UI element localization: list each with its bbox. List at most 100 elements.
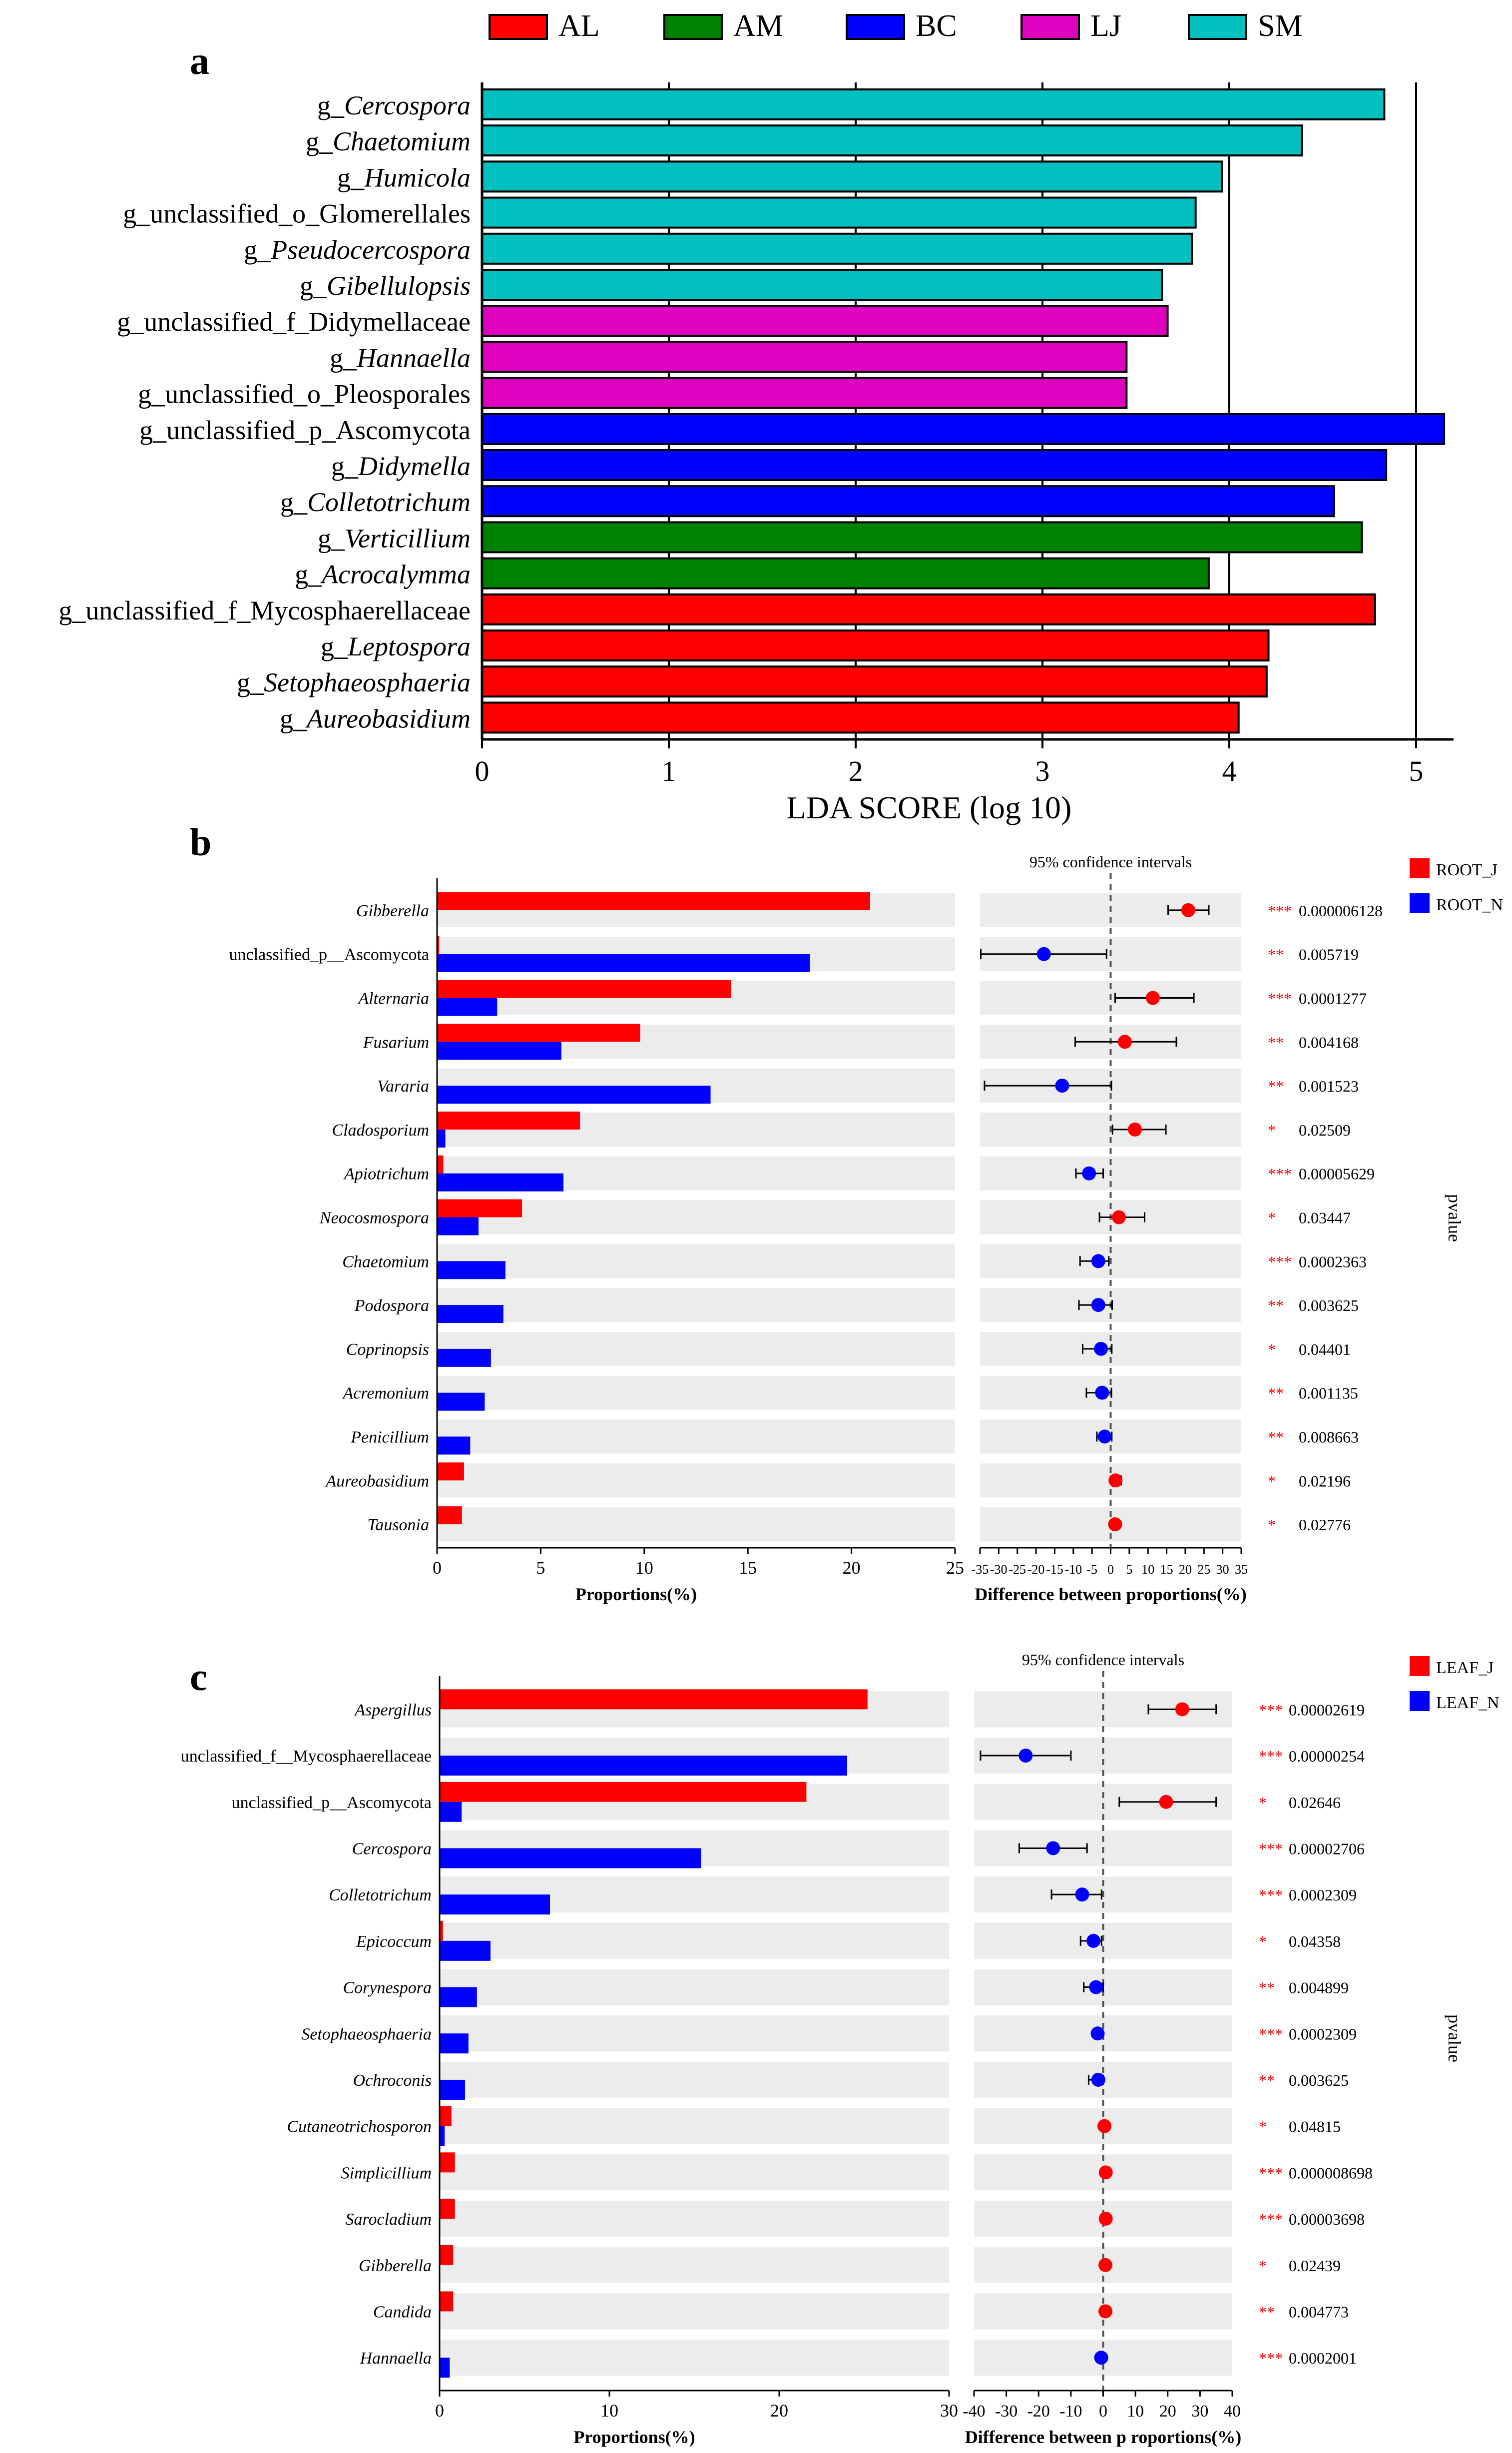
- row-label-aureobasidium: Aureobasidium: [325, 1472, 429, 1490]
- bar-group-a-apiotrichum: [437, 1155, 444, 1174]
- p-value-colletotrichum: 0.0002309: [1289, 1886, 1357, 1904]
- bar-x-tick-label-25: 25: [946, 1558, 964, 1578]
- legend-swatch-sm: [1188, 14, 1247, 40]
- row-label-cutaneotrichosporon: Cutaneotrichosporon: [287, 2118, 432, 2136]
- bar-label-didymella: g_Didymella: [331, 451, 471, 481]
- row-stripe-left-tausonia: [437, 1507, 955, 1542]
- p-value-cutaneotrichosporon: 0.04815: [1289, 2118, 1341, 2136]
- row-label-apiotrichum: Apiotrichum: [343, 1165, 429, 1184]
- ci-title: 95% confidence intervals: [1022, 1651, 1184, 1669]
- bar-x-axis-title: Proportions(%): [575, 1584, 697, 1604]
- row-label-sarocladium: Sarocladium: [345, 2210, 432, 2229]
- row-stripe-left-setophaeosphaeria: [440, 2015, 949, 2052]
- panel-label-a: a: [190, 39, 209, 82]
- ci-point-corynespora: [1089, 1980, 1103, 1994]
- row-label-alternaria: Alternaria: [357, 990, 429, 1008]
- row-stripe-left-candida: [440, 2293, 949, 2330]
- row-stripe-left-aureobasidium: [437, 1463, 955, 1498]
- bar-label-aureobasidium: g_Aureobasidium: [280, 703, 471, 733]
- row-label-colletotrichum: Colletotrichum: [329, 1886, 432, 1904]
- ci-point-gibberella: [1098, 2258, 1113, 2272]
- p-value-aspergillus: 0.00002619: [1289, 1701, 1365, 1719]
- ci-x-tick-label-20: 20: [1159, 2402, 1176, 2421]
- legend-label-bc: BC: [916, 9, 957, 43]
- significance-stars-cutaneotrichosporon: *: [1259, 2118, 1267, 2136]
- ci-x-tick-label-30: -30: [995, 2402, 1017, 2421]
- ci-x-tick-label-35: 35: [1235, 1562, 1248, 1577]
- ci-x-tick-label-25: -25: [1008, 1562, 1026, 1577]
- p-value-vararia: 0.001523: [1299, 1077, 1359, 1095]
- p-value-epicoccum: 0.04358: [1289, 1932, 1341, 1950]
- significance-stars-vararia: **: [1268, 1077, 1284, 1095]
- significance-stars-podospora: **: [1268, 1296, 1284, 1314]
- bar-label-unclassified-o-glomerellales: g_unclassified_o_Glomerellales: [123, 199, 471, 229]
- row-label-candida: Candida: [373, 2303, 432, 2321]
- lda-bar-unclassified-f-didymellaceae: [481, 305, 1169, 337]
- p-value-simplicillium: 0.000008698: [1289, 2164, 1373, 2182]
- ci-point-cladosporium: [1128, 1122, 1142, 1137]
- bar-group-b-fusarium: [437, 1042, 561, 1060]
- row-stripe-left-acremonium: [437, 1375, 955, 1410]
- bar-label-chaetomium: g_Chaetomium: [306, 126, 471, 156]
- bar-group-a-neocosmospora: [437, 1199, 522, 1218]
- bar-group-b-unclassified-p-ascomycota: [437, 954, 810, 972]
- p-value-axis-title: pvalue: [1445, 1194, 1465, 1242]
- p-value-corynespora: 0.004899: [1289, 1979, 1349, 1997]
- row-stripe-left-chaetomium: [437, 1244, 955, 1278]
- ci-x-tick-label-0: 0: [1099, 2402, 1107, 2421]
- p-value-podospora: 0.003625: [1299, 1296, 1359, 1314]
- p-value-acremonium: 0.001135: [1299, 1384, 1358, 1402]
- row-label-fusarium: Fusarium: [363, 1033, 429, 1052]
- lda-bar-pseudocercospora: [481, 232, 1193, 265]
- row-label-cladosporium: Cladosporium: [332, 1121, 429, 1140]
- row-stripe-left-neocosmospora: [437, 1200, 955, 1234]
- lda-bar-verticillium: [481, 521, 1363, 554]
- significance-stars-aureobasidium: *: [1268, 1472, 1276, 1490]
- bar-group-b-coprinopsis: [437, 1348, 491, 1367]
- row-label-tausonia: Tausonia: [368, 1516, 429, 1534]
- significance-stars-epicoccum: *: [1259, 1932, 1267, 1950]
- row-stripe-left-sarocladium: [440, 2201, 949, 2237]
- lda-bar-hannaella: [481, 341, 1128, 373]
- row-label-coprinopsis: Coprinopsis: [346, 1340, 429, 1359]
- bar-group-b-unclassified-p-ascomycota: [440, 1802, 462, 1822]
- row-stripe-left-gibberella: [440, 2247, 949, 2283]
- bar-label-leptospora: g_Leptospora: [321, 631, 471, 661]
- lda-bar-unclassified-o-glomerellales: [481, 196, 1197, 229]
- p-value-gibberella: 0.02439: [1289, 2257, 1341, 2275]
- significance-stars-aspergillus: ***: [1259, 1701, 1283, 1719]
- ci-point-gibberella: [1181, 903, 1195, 917]
- ci-x-axis-title: Difference between proportions(%): [975, 1584, 1247, 1604]
- bar-x-tick-label-15: 15: [739, 1558, 757, 1578]
- ci-x-tick-label-10: -10: [1059, 2402, 1082, 2421]
- ci-point-cercospora: [1046, 1841, 1060, 1855]
- bar-group-a-aspergillus: [440, 1689, 868, 1710]
- panel-a-lda-chart: a AL AM BC LJ SM g_Cercospora g_Chaetomium g_Hum…: [58, 9, 1454, 825]
- significance-stars-setophaeosphaeria: ***: [1259, 2025, 1283, 2043]
- bar-group-a-cutaneotrichosporon: [440, 2106, 452, 2126]
- x-tick-label-3: 3: [1035, 755, 1050, 787]
- row-label-unclassified-p-ascomycota: unclassified_p__Ascomycota: [229, 946, 429, 964]
- p-value-candida: 0.004773: [1289, 2303, 1349, 2321]
- lda-bar-cercospora: [481, 88, 1386, 120]
- bar-x-tick-label-0: 0: [433, 1558, 442, 1578]
- significance-stars-alternaria: ***: [1268, 990, 1292, 1008]
- ci-x-tick-label-25: 25: [1197, 1562, 1210, 1577]
- ci-x-axis-title: Difference between p roportions(%): [965, 2427, 1242, 2447]
- bar-x-tick-label-20: 20: [770, 2401, 788, 2421]
- significance-stars-sarocladium: ***: [1259, 2210, 1283, 2228]
- ci-x-tick-label-35: -35: [972, 1562, 989, 1577]
- row-label-neocosmospora: Neocosmospora: [319, 1209, 429, 1227]
- p-value-chaetomium: 0.0002363: [1299, 1252, 1367, 1270]
- significance-stars-acremonium: **: [1268, 1384, 1284, 1402]
- bar-label-unclassified-f-mycosphaerellaceae: g_unclassified_f_Mycosphaerellaceae: [58, 596, 471, 625]
- significance-stars-coprinopsis: *: [1268, 1340, 1276, 1358]
- bar-label-cercospora: g_Cercospora: [317, 90, 471, 120]
- p-value-unclassified-p-ascomycota: 0.02646: [1289, 1794, 1341, 1812]
- legend-swatch-bc: [846, 14, 905, 40]
- bar-group-a-gibberella: [440, 2245, 454, 2265]
- bar-group-b-vararia: [437, 1086, 711, 1104]
- ci-x-tick-label-20: -20: [1027, 1562, 1045, 1577]
- bar-group-b-ochroconis: [440, 2079, 465, 2100]
- p-value-coprinopsis: 0.04401: [1299, 1340, 1351, 1358]
